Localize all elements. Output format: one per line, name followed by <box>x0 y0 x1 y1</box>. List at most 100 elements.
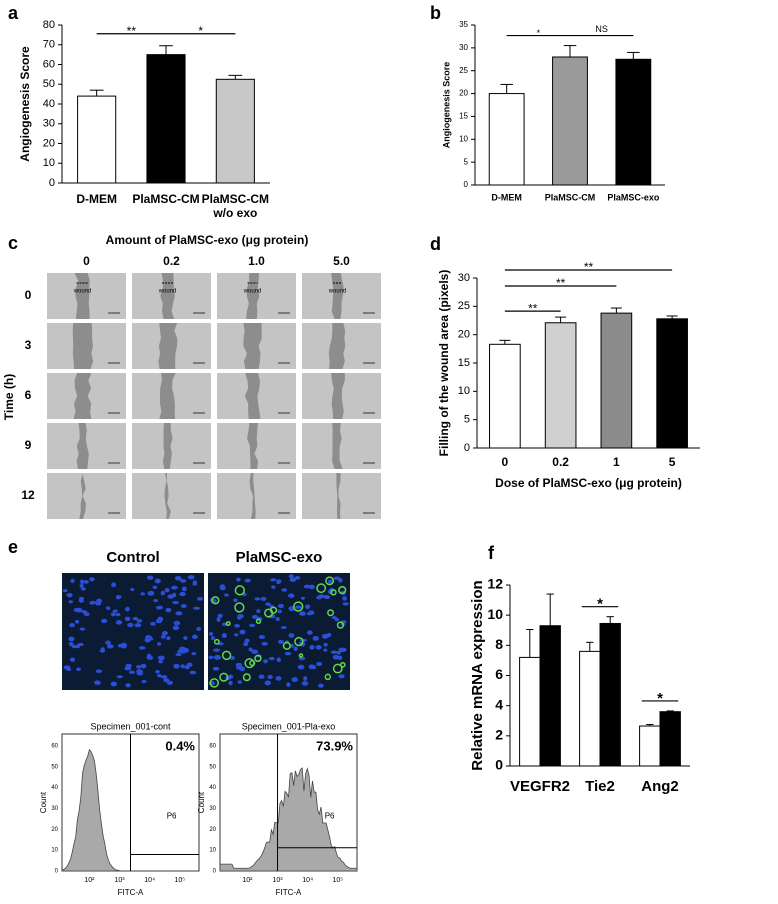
wound-image: wound <box>217 273 296 319</box>
y-tick-label: 10 <box>51 848 58 854</box>
bar <box>77 95 117 184</box>
nucleus <box>100 647 105 653</box>
nucleus <box>95 669 103 674</box>
nucleus <box>74 619 80 624</box>
wound-image <box>132 473 211 519</box>
nucleus <box>332 654 339 660</box>
bar <box>600 312 633 449</box>
nucleus <box>239 629 246 635</box>
nucleus <box>192 634 198 640</box>
nucleus <box>303 584 311 589</box>
y-axis-label: Filling of the wound area (pixels) <box>437 270 451 457</box>
image-background <box>208 573 350 690</box>
y-tick-label: 60 <box>51 744 58 750</box>
exosome-uptake <box>327 609 335 617</box>
nucleus <box>251 649 259 654</box>
nucleus <box>132 616 139 621</box>
nucleus <box>110 681 117 687</box>
x-tick-label: 10⁴ <box>144 877 155 884</box>
nucleus <box>66 592 73 598</box>
y-tick-label: 12 <box>487 576 503 592</box>
nucleus <box>73 608 80 612</box>
gate-name: P6 <box>325 811 335 820</box>
exosome-uptake <box>330 589 337 596</box>
y-tick-label: 50 <box>43 78 55 90</box>
y-tick-label: 60 <box>209 744 216 750</box>
nucleus <box>63 665 71 670</box>
x-tick-label: 0 <box>502 455 509 469</box>
y-tick-label: 60 <box>43 58 55 70</box>
nucleus <box>234 633 239 637</box>
nucleus <box>117 643 123 648</box>
exosome-uptake <box>282 641 291 650</box>
nucleus <box>105 640 111 645</box>
nucleus <box>260 596 267 601</box>
exosome-uptake <box>225 621 231 627</box>
x-tick-label: 10⁵ <box>332 877 343 884</box>
nucleus <box>189 670 197 675</box>
significance-label: * <box>597 596 603 613</box>
x-tick-label: 10² <box>84 877 95 884</box>
exosome-uptake <box>338 585 347 595</box>
nucleus <box>124 666 132 671</box>
nucleus <box>237 614 244 619</box>
nucleus <box>342 602 350 606</box>
nucleus <box>157 616 164 622</box>
nucleus <box>287 593 295 598</box>
nucleus <box>276 657 281 663</box>
wound-gap <box>158 323 178 369</box>
nucleus <box>154 578 161 584</box>
wound-image <box>217 373 296 419</box>
nucleus <box>156 673 162 678</box>
error-bar <box>526 628 534 658</box>
x-axis-label: FITC-A <box>276 888 302 897</box>
error-bar <box>646 724 654 727</box>
x-tick-label: D-MEM <box>491 192 522 202</box>
y-tick-label: 0 <box>464 180 469 189</box>
image-title: PlaMSC-exo <box>236 549 323 566</box>
wound-image: wound <box>47 273 126 319</box>
wound-label: wound <box>328 289 347 295</box>
nucleus <box>174 576 182 581</box>
nucleus <box>311 664 316 670</box>
x-tick-label: 10⁵ <box>174 877 185 884</box>
nucleus <box>153 598 159 603</box>
nucleus <box>234 623 240 628</box>
nucleus <box>269 614 276 619</box>
nucleus <box>291 677 298 682</box>
nucleus <box>187 575 195 580</box>
nucleus <box>157 605 163 610</box>
nucleus <box>134 623 142 628</box>
nucleus <box>148 637 154 641</box>
error-bar <box>563 45 577 57</box>
nucleus <box>309 645 315 650</box>
wound-gap <box>246 273 260 319</box>
y-tick-label: 2 <box>495 727 503 743</box>
nucleus <box>275 616 280 621</box>
nucleus <box>179 591 186 597</box>
y-tick-label: 0 <box>55 869 59 875</box>
row-label: 3 <box>25 338 32 352</box>
bar <box>639 725 661 767</box>
nucleus <box>297 664 305 670</box>
row-label: 6 <box>25 388 32 402</box>
exosome-uptake <box>294 636 304 647</box>
nucleus <box>89 577 95 582</box>
nucleus <box>112 609 118 613</box>
exosome-uptake <box>211 596 220 605</box>
nucleus <box>228 680 233 686</box>
nucleus <box>289 577 297 582</box>
nucleus <box>270 578 277 582</box>
nucleus <box>150 621 156 626</box>
nucleus <box>127 622 134 628</box>
nucleus <box>213 654 221 660</box>
nucleus <box>160 590 166 596</box>
nucleus <box>172 601 179 605</box>
column-label: 5.0 <box>333 254 350 268</box>
nucleus <box>83 580 89 584</box>
wound-image <box>217 323 296 369</box>
nucleus <box>181 586 187 592</box>
y-tick-label: 25 <box>458 300 470 312</box>
nucleus <box>212 666 220 671</box>
error-bar <box>499 339 511 345</box>
